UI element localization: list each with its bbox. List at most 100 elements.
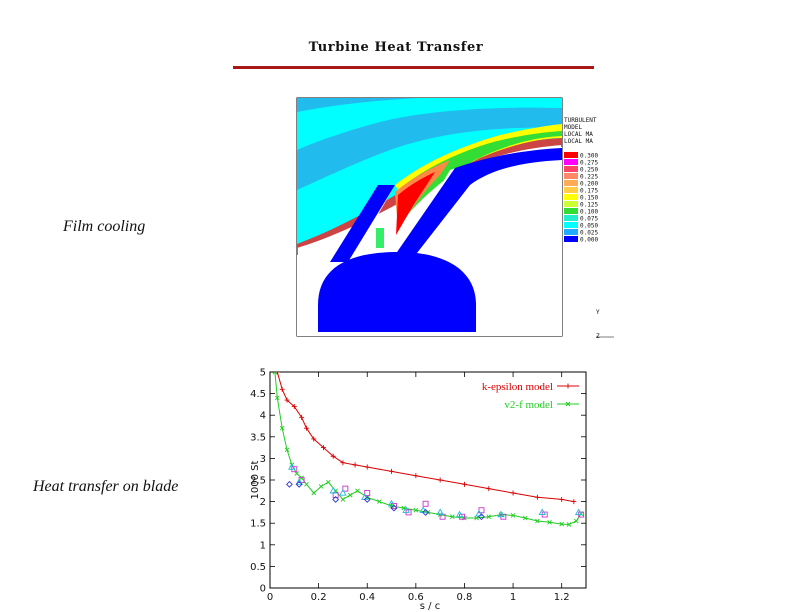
data-point bbox=[288, 463, 296, 470]
y-tick-label: 4 bbox=[260, 411, 266, 422]
data-point bbox=[332, 496, 340, 503]
data-point bbox=[339, 489, 347, 496]
data-point bbox=[326, 479, 331, 485]
hole-wall-left bbox=[330, 185, 395, 262]
legend-level: 0.200 bbox=[580, 181, 598, 188]
legend-level: 0.100 bbox=[580, 209, 598, 216]
data-point bbox=[286, 480, 293, 488]
data-point bbox=[304, 482, 309, 487]
legend-swatch bbox=[564, 166, 578, 172]
data-point bbox=[330, 453, 336, 459]
legend-level: 0.150 bbox=[580, 195, 598, 202]
data-point bbox=[534, 494, 540, 500]
y-tick-label: 1.5 bbox=[250, 519, 266, 530]
legend-level: 0.075 bbox=[580, 216, 598, 223]
data-point bbox=[566, 522, 572, 527]
data-point bbox=[295, 478, 303, 485]
data-point bbox=[510, 513, 516, 518]
legend-swatch bbox=[564, 201, 578, 207]
data-point bbox=[436, 508, 444, 516]
data-point bbox=[535, 518, 540, 524]
data-point bbox=[422, 508, 430, 516]
legend-swatch bbox=[564, 173, 578, 179]
film-cooling-label: Film cooling bbox=[63, 218, 146, 235]
legend-swatch bbox=[564, 215, 578, 221]
title-underline bbox=[233, 66, 594, 69]
data-point bbox=[299, 414, 305, 420]
data-point bbox=[272, 372, 278, 375]
data-point bbox=[279, 386, 285, 392]
legend-swatch bbox=[564, 229, 578, 235]
data-point bbox=[573, 518, 579, 524]
legend-swatch bbox=[564, 222, 578, 228]
data-point bbox=[574, 508, 583, 516]
data-point bbox=[486, 486, 492, 492]
data-point bbox=[274, 395, 280, 401]
data-point bbox=[538, 508, 547, 516]
y-tick-label: 2 bbox=[260, 497, 266, 508]
data-point bbox=[387, 499, 396, 507]
legend-header-2: LOCAL MA bbox=[564, 131, 593, 138]
data-point bbox=[340, 460, 346, 466]
plenum bbox=[318, 252, 476, 332]
data-point bbox=[565, 383, 571, 389]
data-point bbox=[547, 520, 552, 525]
data-point bbox=[478, 513, 485, 521]
legend-header-3: LOCAL MA bbox=[564, 138, 593, 145]
data-point bbox=[377, 499, 382, 504]
heat-transfer-chart: 00.511.522.533.544.55 0 0.2 0.4 0.6 0.8 1 1.2 … bbox=[250, 368, 587, 612]
data-point bbox=[340, 497, 346, 502]
data-point bbox=[329, 486, 337, 494]
data-point bbox=[413, 507, 419, 513]
data-point bbox=[274, 372, 280, 375]
x-tick-label: 0.2 bbox=[311, 592, 327, 603]
axis-marker-x: Z bbox=[596, 333, 600, 340]
data-point bbox=[342, 485, 349, 492]
legend-swatch bbox=[564, 152, 578, 158]
data-point bbox=[390, 504, 398, 512]
data-point bbox=[355, 488, 360, 494]
data-point bbox=[364, 464, 370, 470]
data-point bbox=[497, 510, 505, 518]
data-point bbox=[449, 514, 455, 520]
legend-label: v2-f model bbox=[504, 399, 553, 411]
data-point bbox=[565, 401, 571, 407]
data-point bbox=[318, 484, 324, 489]
data-point bbox=[474, 515, 479, 521]
data-point bbox=[279, 425, 285, 431]
legend-level: 0.250 bbox=[580, 167, 598, 174]
x-tick-label: 0.6 bbox=[408, 592, 424, 603]
legend-swatch bbox=[564, 236, 578, 242]
legend-swatch bbox=[564, 187, 578, 193]
legend-header-1: MODEL bbox=[564, 124, 582, 131]
data-point bbox=[510, 490, 516, 496]
y-tick-label: 3.5 bbox=[250, 432, 266, 443]
page-title: Turbine Heat Transfer bbox=[308, 40, 484, 55]
x-tick-label: 0 bbox=[267, 592, 273, 603]
x-tick-label: 1 bbox=[510, 592, 516, 603]
data-point bbox=[295, 480, 303, 488]
mainstream-band-cyan bbox=[297, 98, 562, 150]
legend-level: 0.125 bbox=[580, 202, 598, 209]
x-axis-label: s / c bbox=[420, 601, 440, 612]
legend-level: 0.275 bbox=[580, 160, 598, 167]
legend-level: 0.300 bbox=[580, 153, 598, 160]
legend-level: 0.025 bbox=[580, 230, 598, 237]
data-point bbox=[402, 506, 410, 513]
legend-level: 0.050 bbox=[580, 223, 598, 230]
data-point bbox=[311, 436, 317, 442]
data-point bbox=[284, 397, 290, 403]
y-axis-label: 1000 St bbox=[250, 460, 261, 499]
y-tick-label: 4.5 bbox=[250, 389, 266, 400]
data-point bbox=[437, 477, 443, 483]
data-point bbox=[389, 468, 395, 474]
data-point bbox=[284, 447, 290, 453]
data-point bbox=[461, 481, 467, 487]
legend-swatch bbox=[564, 159, 578, 165]
data-point bbox=[559, 496, 565, 502]
data-point bbox=[363, 496, 371, 503]
cfd-contour-plot: TURBULENT MODEL LOCAL MA LOCAL MA 0.3000… bbox=[296, 97, 614, 340]
data-point bbox=[475, 509, 483, 517]
jet-exit-green bbox=[376, 228, 384, 248]
